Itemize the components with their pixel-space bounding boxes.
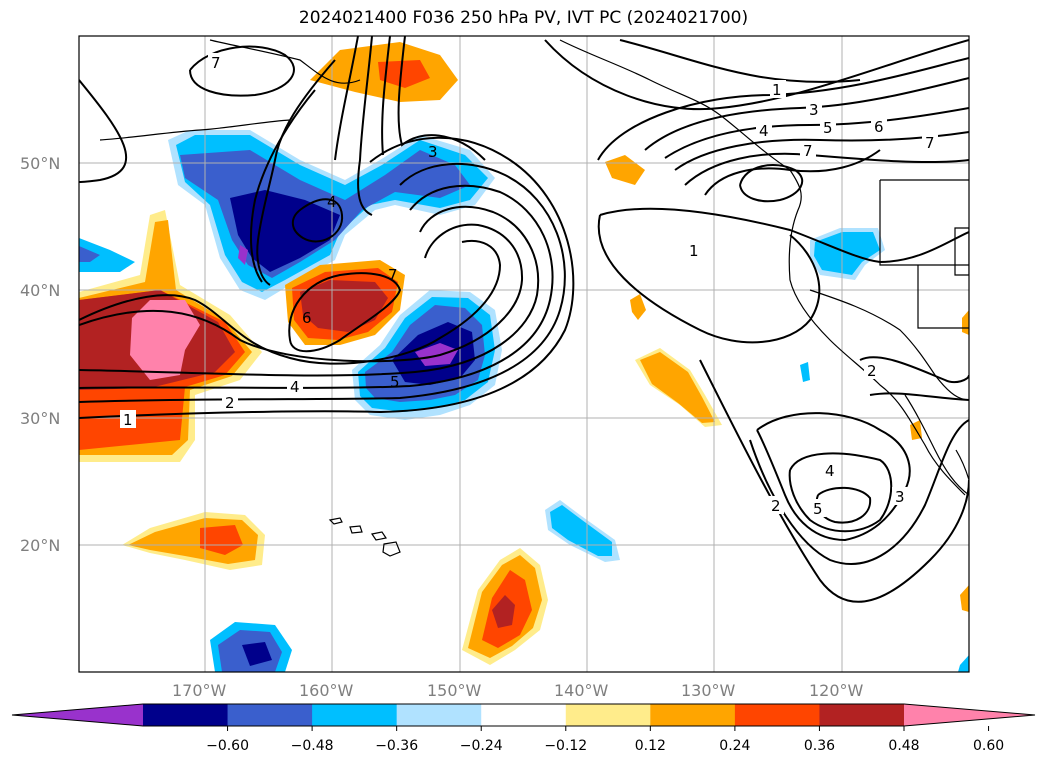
svg-text:4: 4 (759, 122, 769, 140)
contour-label: 4 (287, 377, 303, 396)
svg-text:4: 4 (290, 378, 300, 396)
svg-text:2: 2 (225, 394, 235, 412)
contour-label: 3 (892, 487, 908, 506)
colorbar-tick-label: 0.36 (804, 738, 835, 754)
svg-text:3: 3 (809, 101, 819, 119)
colorbar-outline (11, 703, 1036, 727)
colorbar-tick-label: −0.48 (291, 738, 334, 754)
coastlines (99, 39, 969, 557)
contour-label: 2 (768, 496, 784, 515)
colorbar-tick-label: −0.60 (206, 738, 249, 754)
colorbar-segment (481, 704, 567, 726)
contour-label: 5 (390, 373, 400, 391)
colorbar-min-arrow (12, 704, 143, 726)
svg-text:2: 2 (771, 497, 781, 515)
contour-label: 3 (806, 100, 822, 119)
svg-text:3: 3 (428, 143, 438, 161)
colorbar-tick-label: −0.36 (375, 738, 418, 754)
lon-label-160w: 160°W (299, 681, 354, 700)
latitude-labels: 50°N 40°N 30°N 20°N (20, 154, 60, 555)
contour-label: 2 (864, 361, 880, 380)
svg-text:7: 7 (211, 54, 221, 72)
colorbar-tick-label: 0.24 (719, 738, 750, 754)
svg-text:5: 5 (823, 119, 833, 137)
svg-text:7: 7 (803, 142, 813, 160)
svg-text:4: 4 (825, 462, 835, 480)
svg-text:6: 6 (302, 309, 312, 327)
svg-text:1: 1 (689, 242, 699, 260)
colorbar-tick-label: −0.12 (544, 738, 587, 754)
contour-label: 4 (327, 193, 337, 211)
colorbar-tick-label: 0.60 (973, 738, 1004, 754)
svg-text:6: 6 (874, 118, 884, 136)
contour-label: 4 (756, 121, 772, 140)
colorbar-segment (396, 704, 482, 726)
lon-label-120w: 120°W (809, 681, 864, 700)
colorbar-segment (565, 704, 651, 726)
map-frame (78, 35, 970, 673)
svg-text:1: 1 (123, 411, 133, 429)
colorbar-segment (650, 704, 736, 726)
colorbar-segment (312, 704, 398, 726)
contour-label: 2 (222, 393, 238, 412)
svg-text:7: 7 (925, 134, 935, 152)
ivt-contours (79, 36, 969, 603)
lon-label-130w: 130°W (681, 681, 736, 700)
graticule (79, 36, 969, 672)
svg-text:3: 3 (895, 488, 905, 506)
colorbar-segment (143, 704, 229, 726)
colorbar: −0.60 −0.48 −0.36 −0.24 −0.12 0.12 0.24 0.36 0.4… (11, 703, 1036, 754)
contour-labels: 1 2 4 5 3 4 7 6 7 1 3 4 5 6 7 7 1 2 4 5 … (120, 53, 938, 518)
colorbar-tick-label: −0.24 (460, 738, 503, 754)
contour-label: 3 (428, 143, 438, 161)
lat-label-30n: 30°N (20, 409, 60, 428)
colorbar-tick-label: 0.12 (635, 738, 666, 754)
contour-label: 7 (922, 133, 938, 152)
colorbar-segment (227, 704, 313, 726)
colorbar-segment (819, 704, 905, 726)
colorbar-max-arrow (904, 704, 1035, 726)
contour-label: 1 (770, 80, 786, 99)
contour-label: 6 (871, 117, 887, 136)
contour-label: 7 (208, 53, 224, 72)
lon-label-140w: 140°W (554, 681, 609, 700)
svg-text:5: 5 (390, 373, 400, 391)
lat-label-20n: 20°N (20, 536, 60, 555)
svg-text:2: 2 (867, 362, 877, 380)
lat-label-50n: 50°N (20, 154, 60, 173)
lon-label-150w: 150°W (427, 681, 482, 700)
colorbar-tick-label: 0.48 (888, 738, 919, 754)
lon-label-170w: 170°W (172, 681, 227, 700)
svg-text:4: 4 (327, 193, 337, 211)
contour-label: 7 (800, 141, 816, 160)
lat-label-40n: 40°N (20, 281, 60, 300)
longitude-labels: 170°W 160°W 150°W 140°W 130°W 120°W (172, 681, 864, 700)
svg-text:5: 5 (813, 500, 823, 518)
contour-label: 1 (686, 240, 702, 260)
contour-label: 6 (302, 309, 312, 327)
svg-text:1: 1 (772, 81, 782, 99)
contour-label: 4 (822, 461, 838, 480)
colorbar-segment (734, 704, 820, 726)
contour-label: 7 (388, 266, 398, 284)
svg-text:7: 7 (388, 266, 398, 284)
contour-label: 5 (810, 499, 826, 518)
map-title: 2024021400 F036 250 hPa PV, IVT PC (2024… (298, 8, 749, 28)
contour-label: 1 (120, 410, 136, 429)
contour-label: 5 (820, 118, 836, 137)
